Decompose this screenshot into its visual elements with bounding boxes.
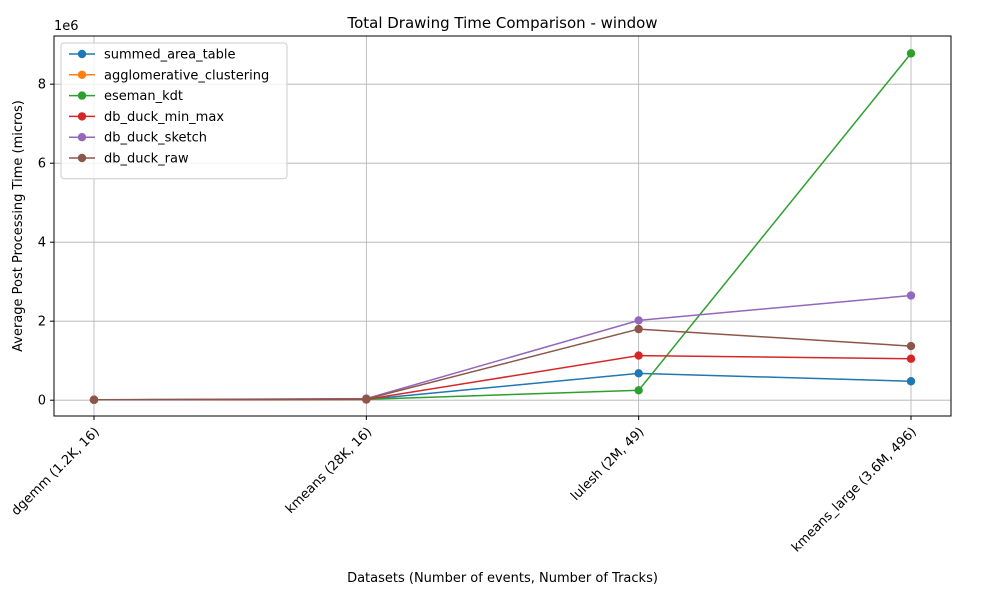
data-point xyxy=(634,386,643,395)
y-axis-title: Average Post Processing Time (micros) xyxy=(11,100,26,352)
legend-label: eseman_kdt xyxy=(104,89,183,104)
series-db_duck_raw xyxy=(89,324,916,405)
data-point xyxy=(362,394,371,404)
y-axis-multiplier: 1e6 xyxy=(54,19,79,34)
y-tick-label: 8 xyxy=(38,78,46,93)
chart-title: Total Drawing Time Comparison - window xyxy=(346,14,657,32)
data-point xyxy=(906,377,916,386)
legend-label: summed_area_table xyxy=(104,48,236,63)
y-tick-label: 2 xyxy=(38,315,46,330)
legend-item: summed_area_table xyxy=(69,48,236,63)
legend-marker xyxy=(77,133,87,142)
data-point xyxy=(634,369,643,378)
data-point xyxy=(906,354,916,363)
legend-label: db_duck_raw xyxy=(104,152,189,167)
plot-frame xyxy=(53,35,952,417)
legend-item: eseman_kdt xyxy=(69,89,183,104)
legend: summed_area_table agglomerative_clusterin… xyxy=(60,42,288,180)
legend-marker xyxy=(77,91,87,100)
data-point xyxy=(906,49,916,58)
data-point xyxy=(634,351,643,360)
data-point xyxy=(634,316,643,325)
legend-item: db_duck_sketch xyxy=(69,131,207,146)
legend-label: db_duck_min_max xyxy=(104,110,224,125)
data-point xyxy=(89,395,99,405)
data-point xyxy=(906,341,916,351)
legend-item: db_duck_raw xyxy=(69,152,189,167)
legend-item: agglomerative_clustering xyxy=(69,68,269,83)
y-tick-label: 6 xyxy=(38,157,46,172)
legend-box xyxy=(60,42,288,180)
legend-item: db_duck_min_max xyxy=(69,110,224,125)
legend-label: db_duck_sketch xyxy=(104,131,207,146)
data-point xyxy=(906,291,916,300)
legend-marker xyxy=(77,70,87,80)
y-tick-label: 0 xyxy=(38,394,46,409)
y-tick-label: 4 xyxy=(38,236,46,251)
data-point xyxy=(634,324,643,334)
x-axis-title: Datasets (Number of events, Number of Tr… xyxy=(347,571,658,586)
legend-marker xyxy=(77,112,87,121)
series-lines xyxy=(89,49,916,405)
series-line-db_duck_raw xyxy=(93,328,912,401)
legend-label: agglomerative_clustering xyxy=(104,68,269,83)
legend-marker xyxy=(77,49,87,59)
legend-marker xyxy=(77,153,87,163)
